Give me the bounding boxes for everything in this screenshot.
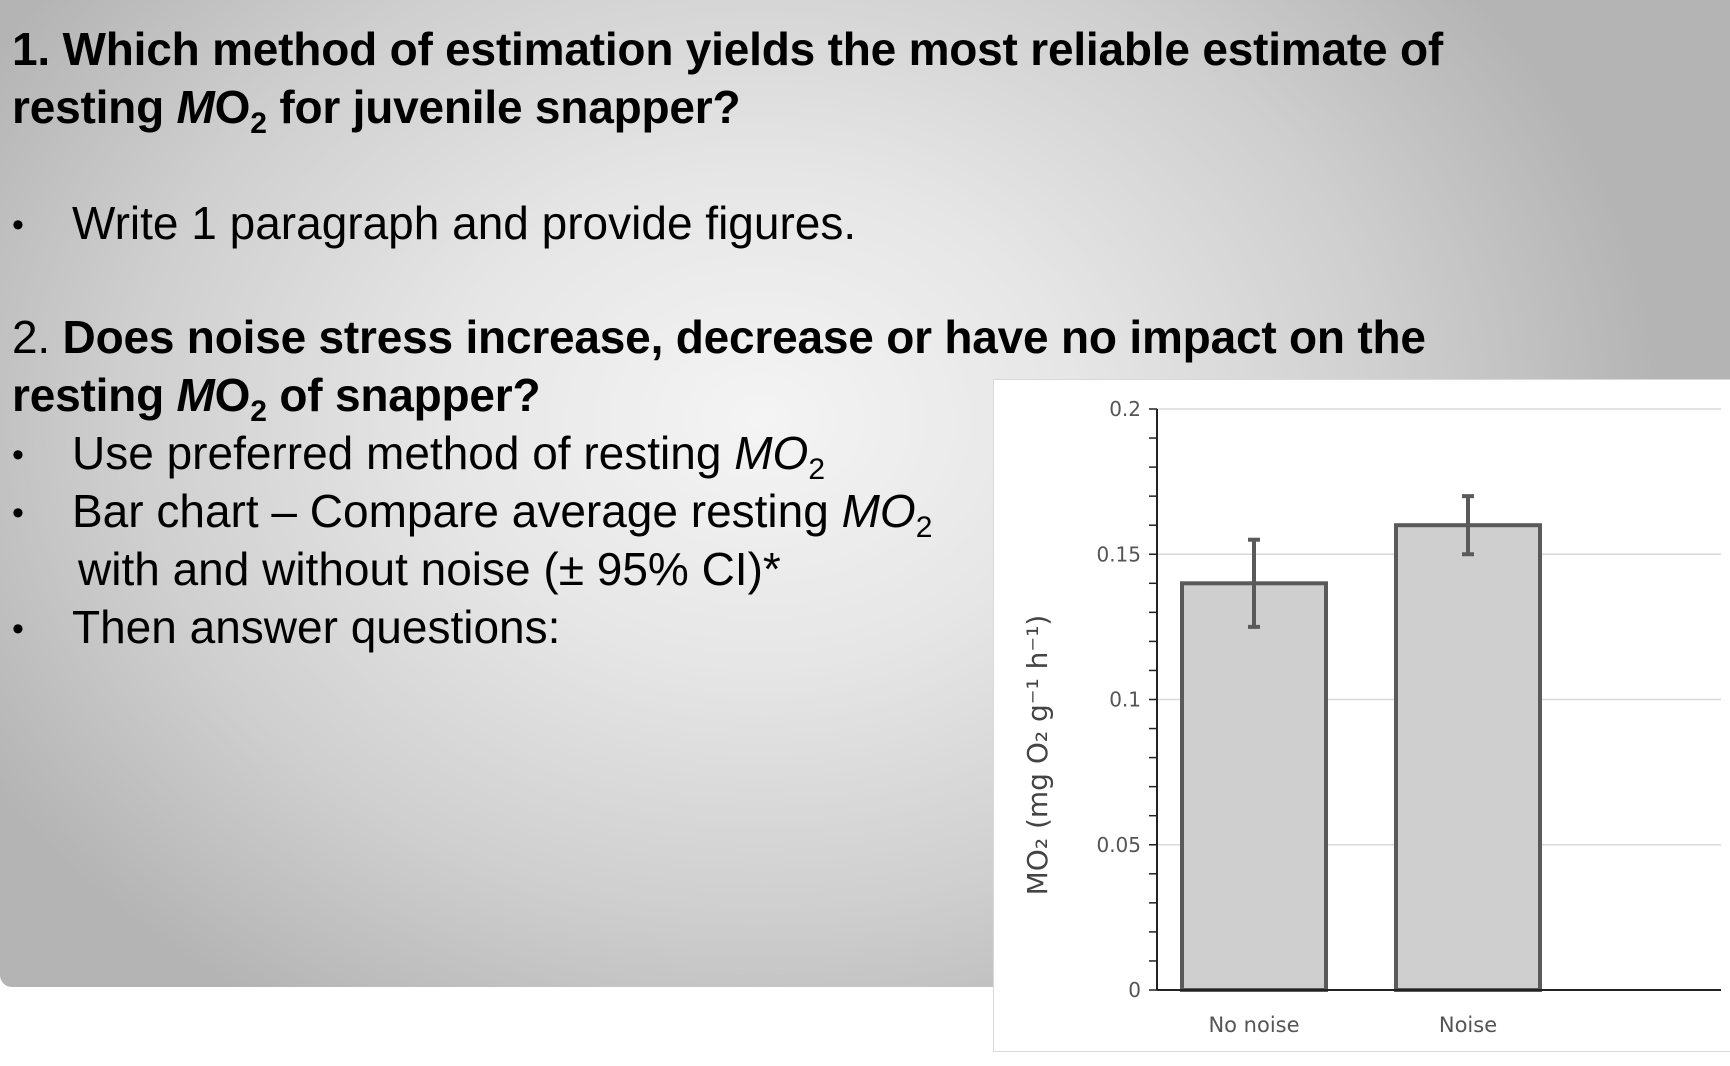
q2-bullet-3: Then answer questions: xyxy=(72,601,561,653)
x-tick-label: No noise xyxy=(1208,1013,1299,1037)
chart-panel: 0 0.05 0.1 0.15 0.2 No noise Noise MO₂ (mg O₂ g… xyxy=(993,379,1730,1052)
bullet-dot: • xyxy=(12,206,24,244)
bullet-text: Use preferred method of resting xyxy=(72,427,735,479)
mo-symbol: MO xyxy=(841,485,916,537)
q1-o-symbol: O xyxy=(214,81,251,133)
q1-title-line1: 1. Which method of estimation yields the… xyxy=(12,23,1443,75)
q2-subscript: 2 xyxy=(250,395,267,428)
q2-title-line1: 2. Does noise stress increase, decrease … xyxy=(12,310,1426,364)
q2-title-line2: resting MO2 of snapper? xyxy=(12,368,541,427)
bar-noise xyxy=(1394,523,1542,992)
q1-text-post: for juvenile snapper? xyxy=(266,81,741,133)
y-tick-label: 0.1 xyxy=(1109,688,1141,712)
q2-bullet-1: Use preferred method of resting MO2 xyxy=(72,426,825,485)
subscript: 2 xyxy=(808,453,826,486)
q2-bullet-2: Bar chart – Compare average resting MO2 xyxy=(72,484,932,543)
q2-m-symbol: M xyxy=(176,369,215,421)
q2-text-pre: resting xyxy=(12,369,177,421)
q2-bullet-2-continuation: with and without noise (± 95% CI)* xyxy=(78,543,781,595)
y-tick-label: 0.15 xyxy=(1096,542,1141,566)
q2-number: 2. xyxy=(12,311,63,363)
bullet-dot: • xyxy=(12,494,24,532)
mo-symbol: MO xyxy=(734,427,809,479)
bar-chart: 0 0.05 0.1 0.15 0.2 No noise Noise MO₂ (mg O₂ g… xyxy=(1021,397,1721,1037)
q1-bullet: Write 1 paragraph and provide figures. xyxy=(72,197,857,249)
q1-text: resting xyxy=(12,81,177,133)
q2-o-symbol: O xyxy=(214,369,251,421)
y-tick-label: 0 xyxy=(1128,978,1141,1002)
y-axis-label: MO₂ (mg O₂ g⁻¹ h⁻¹) xyxy=(1021,615,1054,896)
q2-text: Does noise stress increase, decrease or … xyxy=(62,311,1426,363)
subscript: 2 xyxy=(915,511,933,544)
y-tick-label: 0.2 xyxy=(1109,397,1141,421)
q1-title-line2: resting MO2 for juvenile snapper? xyxy=(12,80,741,139)
y-tick-label: 0.05 xyxy=(1096,833,1141,857)
x-tick-label: Noise xyxy=(1439,1013,1497,1037)
q1-subscript: 2 xyxy=(250,107,267,140)
q2-text-post: of snapper? xyxy=(266,369,541,421)
bullet-dot: • xyxy=(12,436,24,474)
bullet-dot: • xyxy=(12,610,24,648)
bullet-text: Bar chart – Compare average resting xyxy=(72,485,842,537)
q1-m-symbol: M xyxy=(176,81,215,133)
bar-no-noise xyxy=(1180,581,1328,993)
